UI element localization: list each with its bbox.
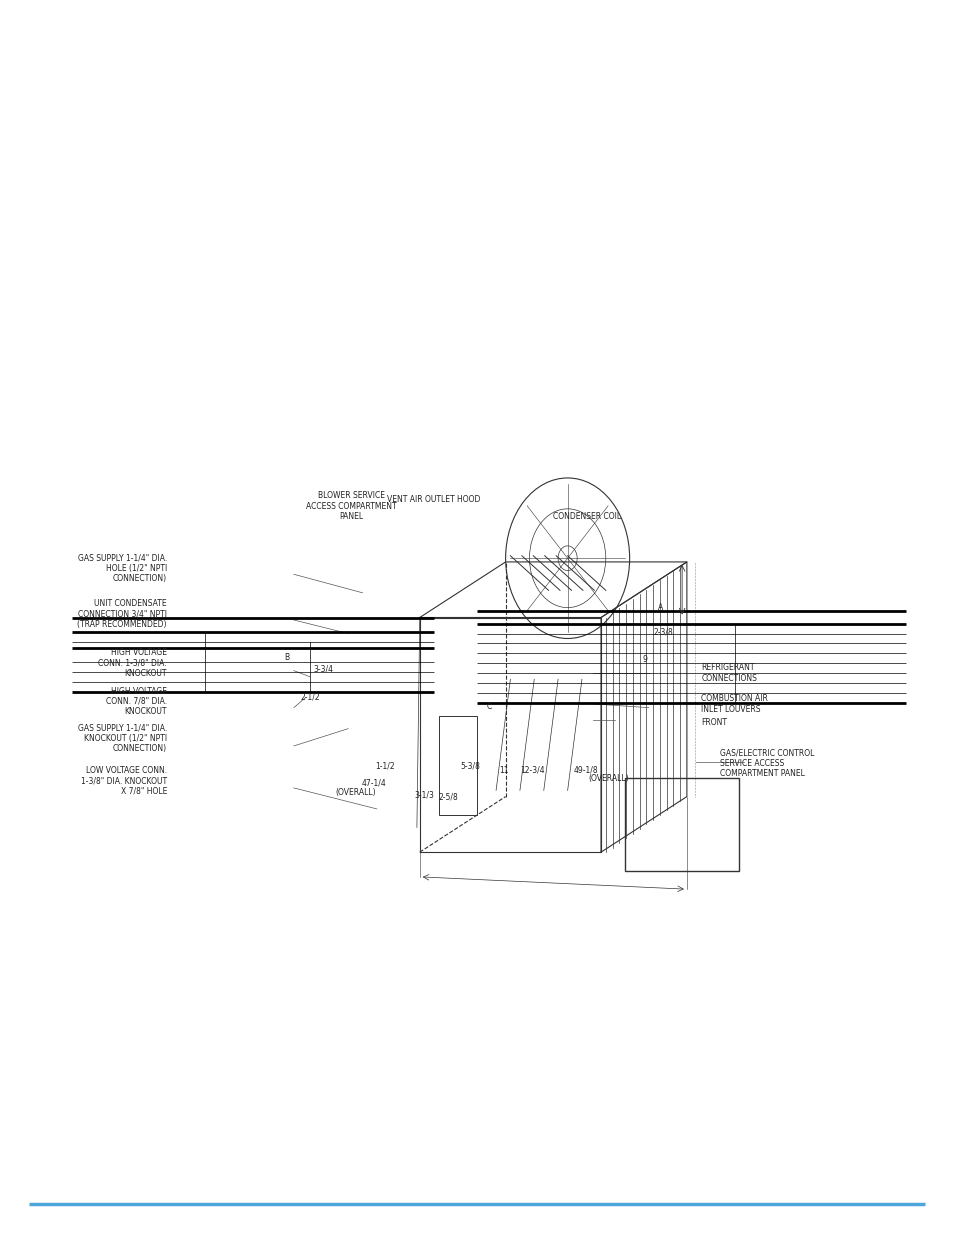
Text: HIGH VOLTAGE
CONN. 1-3/8" DIA.
KNOCKOUT: HIGH VOLTAGE CONN. 1-3/8" DIA. KNOCKOUT bbox=[98, 648, 167, 678]
Text: 2-1/2: 2-1/2 bbox=[300, 692, 320, 701]
Text: GAS SUPPLY 1-1/4" DIA.
KNOCKOUT (1/2" NPTI
CONNECTION): GAS SUPPLY 1-1/4" DIA. KNOCKOUT (1/2" NP… bbox=[77, 724, 167, 753]
Text: 5-3/8: 5-3/8 bbox=[460, 762, 479, 771]
Text: 12-3/4: 12-3/4 bbox=[519, 766, 544, 774]
Text: BLOWER SERVICE
ACCESS COMPARTMENT
PANEL: BLOWER SERVICE ACCESS COMPARTMENT PANEL bbox=[306, 492, 395, 521]
Text: CONDENSER COIL: CONDENSER COIL bbox=[552, 513, 620, 521]
Text: 47-1/4: 47-1/4 bbox=[361, 778, 386, 787]
Bar bbox=[624, 778, 739, 871]
Text: VENT AIR OUTLET HOOD: VENT AIR OUTLET HOOD bbox=[387, 495, 480, 504]
Text: 3-3/4: 3-3/4 bbox=[313, 664, 333, 674]
Text: FRONT: FRONT bbox=[700, 718, 726, 727]
Text: GAS SUPPLY 1-1/4" DIA.
HOLE (1/2" NPTI
CONNECTION): GAS SUPPLY 1-1/4" DIA. HOLE (1/2" NPTI C… bbox=[77, 553, 167, 583]
Text: 2-3/8: 2-3/8 bbox=[653, 627, 673, 637]
Text: 9: 9 bbox=[641, 655, 646, 664]
Text: (OVERALL): (OVERALL) bbox=[588, 774, 628, 783]
Bar bbox=[438, 716, 476, 815]
Text: 11: 11 bbox=[498, 766, 508, 774]
Text: C: C bbox=[486, 701, 492, 711]
Text: (OVERALL): (OVERALL) bbox=[335, 788, 375, 797]
Text: 49-1/8: 49-1/8 bbox=[573, 766, 598, 774]
Text: 3-1/3: 3-1/3 bbox=[415, 790, 434, 799]
Text: REFRIGERANT
CONNECTIONS: REFRIGERANT CONNECTIONS bbox=[700, 663, 757, 683]
Text: GAS/ELECTRIC CONTROL
SERVICE ACCESS
COMPARTMENT PANEL: GAS/ELECTRIC CONTROL SERVICE ACCESS COMP… bbox=[720, 748, 814, 778]
Text: COMBUSTION AIR
INLET LOUVERS: COMBUSTION AIR INLET LOUVERS bbox=[700, 694, 767, 714]
Text: HIGH VOLTAGE
CONN. 7/8" DIA.
KNOCKOUT: HIGH VOLTAGE CONN. 7/8" DIA. KNOCKOUT bbox=[106, 687, 167, 716]
Text: 1-1/2: 1-1/2 bbox=[375, 762, 395, 771]
Text: LOW VOLTAGE CONN.
1-3/8" DIA. KNOCKOUT
X 7/8" HOLE: LOW VOLTAGE CONN. 1-3/8" DIA. KNOCKOUT X… bbox=[81, 766, 167, 795]
Text: 2-5/8: 2-5/8 bbox=[438, 793, 457, 802]
Text: UNIT CONDENSATE
CONNECTION 3/4" NPTI
(TRAP RECOMMENDED): UNIT CONDENSATE CONNECTION 3/4" NPTI (TR… bbox=[77, 599, 167, 629]
Text: B: B bbox=[284, 652, 289, 662]
Text: A: A bbox=[658, 603, 663, 613]
